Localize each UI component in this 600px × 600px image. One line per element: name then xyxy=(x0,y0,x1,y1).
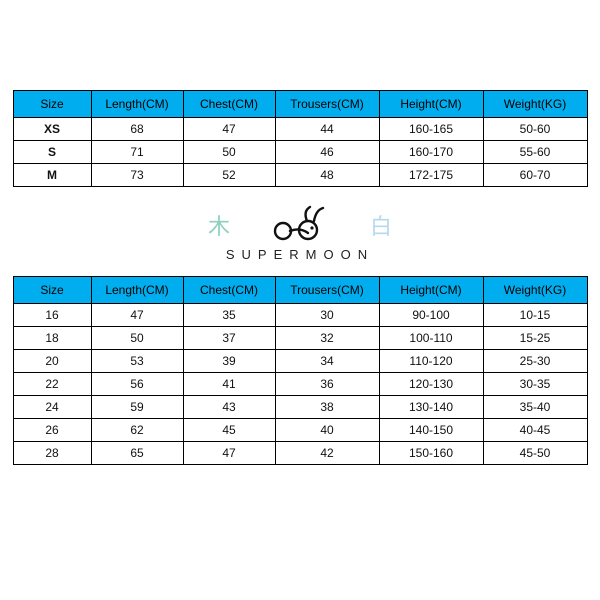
table-cell: 47 xyxy=(91,304,183,327)
table-cell: 45-50 xyxy=(483,442,587,465)
table-cell: 37 xyxy=(183,327,275,350)
table-cell: 65 xyxy=(91,442,183,465)
rabbit-icon xyxy=(270,205,330,245)
table-cell: 41 xyxy=(183,373,275,396)
table-cell: 47 xyxy=(183,442,275,465)
table-cell: 36 xyxy=(275,373,379,396)
table-cell: 20 xyxy=(13,350,91,373)
table-header-row: SizeLength(CM)Chest(CM)Trousers(CM)Heigh… xyxy=(13,91,587,118)
table-cell: 172-175 xyxy=(379,164,483,187)
table-cell: 40-45 xyxy=(483,419,587,442)
table-cell: 40 xyxy=(275,419,379,442)
table-cell: 50 xyxy=(183,141,275,164)
table-cell: S xyxy=(13,141,91,164)
table-cell: 42 xyxy=(275,442,379,465)
table-cell: 53 xyxy=(91,350,183,373)
table-cell: 34 xyxy=(275,350,379,373)
table-cell: 28 xyxy=(13,442,91,465)
table-row: 26624540140-15040-45 xyxy=(13,419,587,442)
table-cell: 140-150 xyxy=(379,419,483,442)
table-cell: 39 xyxy=(183,350,275,373)
table-cell: 90-100 xyxy=(379,304,483,327)
table-cell: 52 xyxy=(183,164,275,187)
table-cell: 60-70 xyxy=(483,164,587,187)
table-cell: 24 xyxy=(13,396,91,419)
table-cell: 47 xyxy=(183,118,275,141)
brand-name: SUPERMOON xyxy=(226,247,374,262)
table-cell: 32 xyxy=(275,327,379,350)
table-header-row: SizeLength(CM)Chest(CM)Trousers(CM)Heigh… xyxy=(13,277,587,304)
table-cell: 48 xyxy=(275,164,379,187)
table-cell: 55-60 xyxy=(483,141,587,164)
brand-logo-row: 木 白 xyxy=(208,205,392,245)
table-cell: 30 xyxy=(275,304,379,327)
table-cell: 160-170 xyxy=(379,141,483,164)
column-header: Chest(CM) xyxy=(183,277,275,304)
brand-logo-block: 木 白 SUPERMOON xyxy=(13,205,587,262)
table-cell: 110-120 xyxy=(379,350,483,373)
table-row: 24594338130-14035-40 xyxy=(13,396,587,419)
table-row: 22564136120-13030-35 xyxy=(13,373,587,396)
table-cell: 26 xyxy=(13,419,91,442)
table-row: 1647353090-10010-15 xyxy=(13,304,587,327)
table-cell: XS xyxy=(13,118,91,141)
column-header: Length(CM) xyxy=(91,277,183,304)
table-row: XS684744160-16550-60 xyxy=(13,118,587,141)
table-cell: 46 xyxy=(275,141,379,164)
column-header: Trousers(CM) xyxy=(275,91,379,118)
column-header: Trousers(CM) xyxy=(275,277,379,304)
column-header: Weight(KG) xyxy=(483,277,587,304)
column-header: Weight(KG) xyxy=(483,91,587,118)
table-row: 20533934110-12025-30 xyxy=(13,350,587,373)
table-cell: 160-165 xyxy=(379,118,483,141)
table-row: M735248172-17560-70 xyxy=(13,164,587,187)
table-cell: 10-15 xyxy=(483,304,587,327)
table-cell: 56 xyxy=(91,373,183,396)
table-cell: 73 xyxy=(91,164,183,187)
table-cell: 120-130 xyxy=(379,373,483,396)
table-cell: 50-60 xyxy=(483,118,587,141)
adult-size-table: SizeLength(CM)Chest(CM)Trousers(CM)Heigh… xyxy=(13,90,588,187)
table-cell: 18 xyxy=(13,327,91,350)
table-cell: 25-30 xyxy=(483,350,587,373)
table-cell: 30-35 xyxy=(483,373,587,396)
table-cell: 16 xyxy=(13,304,91,327)
table-cell: 59 xyxy=(91,396,183,419)
table-row: S715046160-17055-60 xyxy=(13,141,587,164)
column-header: Size xyxy=(13,91,91,118)
table-cell: 50 xyxy=(91,327,183,350)
table-cell: 22 xyxy=(13,373,91,396)
table-row: 28654742150-16045-50 xyxy=(13,442,587,465)
table-cell: 45 xyxy=(183,419,275,442)
column-header: Height(CM) xyxy=(379,91,483,118)
table-cell: 15-25 xyxy=(483,327,587,350)
column-header: Height(CM) xyxy=(379,277,483,304)
column-header: Length(CM) xyxy=(91,91,183,118)
table-cell: 100-110 xyxy=(379,327,483,350)
table-cell: M xyxy=(13,164,91,187)
table-cell: 44 xyxy=(275,118,379,141)
table-cell: 43 xyxy=(183,396,275,419)
cjk-char-right: 白 xyxy=(370,209,392,241)
table-cell: 62 xyxy=(91,419,183,442)
table-cell: 35 xyxy=(183,304,275,327)
table-cell: 150-160 xyxy=(379,442,483,465)
column-header: Size xyxy=(13,277,91,304)
table-cell: 130-140 xyxy=(379,396,483,419)
table-cell: 35-40 xyxy=(483,396,587,419)
table-cell: 71 xyxy=(91,141,183,164)
cjk-char-left: 木 xyxy=(208,209,230,241)
table-row: 18503732100-11015-25 xyxy=(13,327,587,350)
table-cell: 68 xyxy=(91,118,183,141)
table-cell: 38 xyxy=(275,396,379,419)
column-header: Chest(CM) xyxy=(183,91,275,118)
kids-size-table: SizeLength(CM)Chest(CM)Trousers(CM)Heigh… xyxy=(13,276,588,465)
